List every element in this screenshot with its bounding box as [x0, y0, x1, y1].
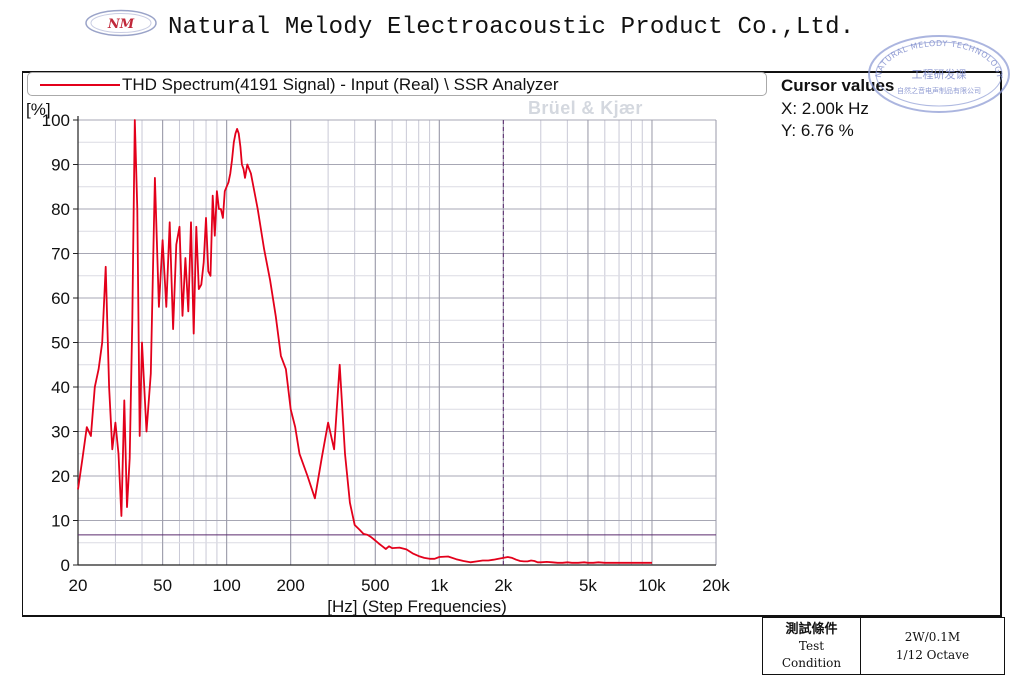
y-tick-label: 100 — [42, 111, 70, 130]
stamp-center-text: 工程研发课 — [912, 67, 967, 81]
cursor-values-title: Cursor values — [781, 76, 895, 95]
condition-label-cn: 測試條件 — [785, 621, 838, 637]
thd-series-line — [77, 119, 652, 564]
x-tick-label: 1k — [430, 576, 448, 595]
condition-label-en2: Condition — [781, 655, 842, 670]
legend-line-swatch — [40, 84, 120, 86]
y-tick-label: 60 — [51, 289, 70, 308]
test-condition-values: 2W/0.1M 1/12 Octave — [861, 618, 1004, 674]
y-tick-label: 50 — [51, 334, 70, 353]
nm-logo: NM — [85, 9, 157, 37]
x-tick-label: 5k — [579, 576, 597, 595]
legend-label: THD Spectrum(4191 Signal) - Input (Real)… — [122, 75, 559, 94]
stamp-bottom-text: 自然之音电声制品有限公司 — [897, 86, 981, 95]
y-tick-label: 20 — [51, 467, 70, 486]
x-tick-label: 10k — [638, 576, 666, 595]
logo-text: NM — [107, 17, 135, 32]
y-tick-label: 30 — [51, 423, 70, 442]
y-tick-label: 90 — [51, 156, 70, 175]
condition-value-octave: 1/12 Octave — [895, 648, 970, 662]
x-tick-label: 20k — [702, 576, 730, 595]
x-tick-label: 2k — [494, 576, 512, 595]
condition-value-power: 2W/0.1M — [904, 630, 961, 644]
legend: THD Spectrum(4191 Signal) - Input (Real)… — [27, 72, 767, 96]
y-axis-label: [%] — [26, 100, 51, 119]
x-axis-label: [Hz] (Step Frequencies) — [327, 597, 507, 616]
x-tick-label: 50 — [153, 576, 172, 595]
y-tick-label: 40 — [51, 378, 70, 397]
x-tick-label: 20 — [69, 576, 88, 595]
x-tick-label: 500 — [361, 576, 389, 595]
company-stamp: NATURAL MELODY TECHNOLOGY INC. 工程研发课 自然之… — [866, 33, 1010, 113]
y-tick-label: 10 — [51, 512, 70, 531]
x-tick-label: 200 — [276, 576, 304, 595]
test-condition-label: 測試條件 Test Condition — [763, 618, 861, 674]
cursor-x-value: X: 2.00k Hz — [781, 99, 869, 118]
test-condition-table: 測試條件 Test Condition 2W/0.1M 1/12 Octave — [762, 617, 1005, 675]
cursor-y-value: Y: 6.76 % — [781, 121, 854, 140]
y-tick-label: 70 — [51, 245, 70, 264]
y-tick-label: 80 — [51, 200, 70, 219]
x-tick-label: 100 — [212, 576, 240, 595]
company-name: Natural Melody Electroacoustic Product C… — [168, 14, 855, 41]
y-tick-label: 0 — [61, 556, 70, 575]
condition-label-en1: Test — [798, 638, 825, 653]
bk-watermark: Brüel & Kjær — [528, 98, 643, 118]
